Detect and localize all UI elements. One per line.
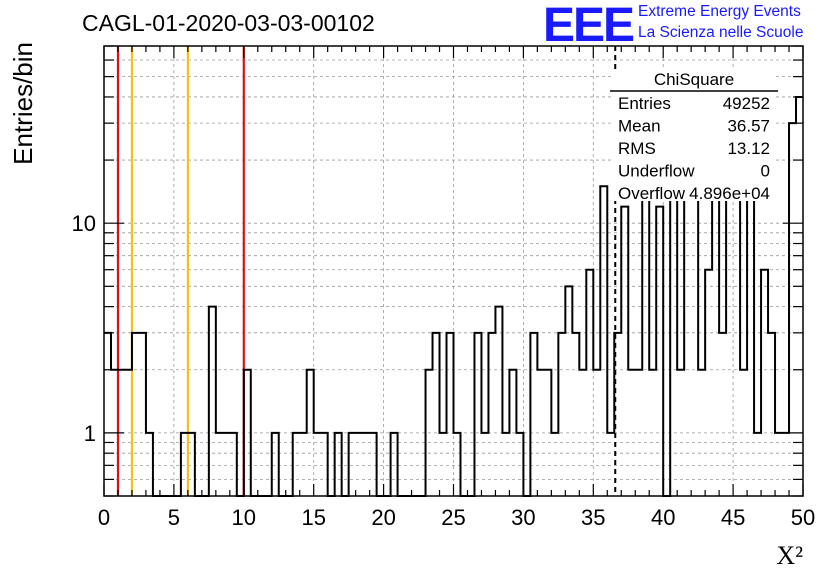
- x-tick-label: 20: [371, 505, 395, 530]
- y-axis-label: Entries/bin: [8, 42, 38, 165]
- stats-value: 4.896e+04: [689, 184, 770, 203]
- eee-logo: EEE: [543, 0, 635, 52]
- x-tick-label: 35: [581, 505, 605, 530]
- axes-layer: [103, 45, 804, 497]
- vertical-lines-layer: [116, 46, 617, 496]
- org-name-line2: La Scienza nelle Scuole: [638, 24, 804, 41]
- x-tick-label: 40: [651, 505, 675, 530]
- y-tick-label: 1: [84, 421, 96, 446]
- x-tick-label: 50: [791, 505, 815, 530]
- stats-value: 49252: [723, 94, 770, 113]
- stats-box-background: [612, 70, 776, 201]
- plot-title: CAGL-01-2020-03-03-00102: [82, 10, 375, 36]
- x-tick-label: 5: [168, 505, 180, 530]
- stats-box-title: ChiSquare: [654, 70, 734, 89]
- stats-box: ChiSquare Entries 49252 Mean 36.57 RMS 13.12 U…: [610, 70, 778, 203]
- stats-label: Mean: [618, 117, 661, 136]
- org-name-line1: Extreme Energy Events: [638, 3, 801, 20]
- x-tick-label: 25: [441, 505, 465, 530]
- stats-label: Underflow: [618, 162, 695, 181]
- y-tick-label: 10: [72, 211, 96, 236]
- stats-rows: Entries 49252 Mean 36.57 RMS 13.12 Underflow 0 O…: [618, 94, 770, 203]
- x-tick-label: 15: [301, 505, 325, 530]
- x-tick-label: 30: [511, 505, 535, 530]
- stats-value: 36.57: [727, 117, 770, 136]
- tick-labels-layer: 0 5 10 15 20 25 30 35 40 45 50 1 10: [72, 211, 816, 530]
- x-tick-label: 10: [232, 505, 256, 530]
- stats-label: Overflow: [618, 184, 686, 203]
- x-tick-label: 45: [721, 505, 745, 530]
- x-axis-label: X²: [776, 541, 803, 570]
- stats-value: 0: [761, 162, 770, 181]
- stats-label: Entries: [618, 94, 671, 113]
- stats-label: RMS: [618, 139, 656, 158]
- x-tick-label: 0: [98, 505, 110, 530]
- stats-value: 13.12: [727, 139, 770, 158]
